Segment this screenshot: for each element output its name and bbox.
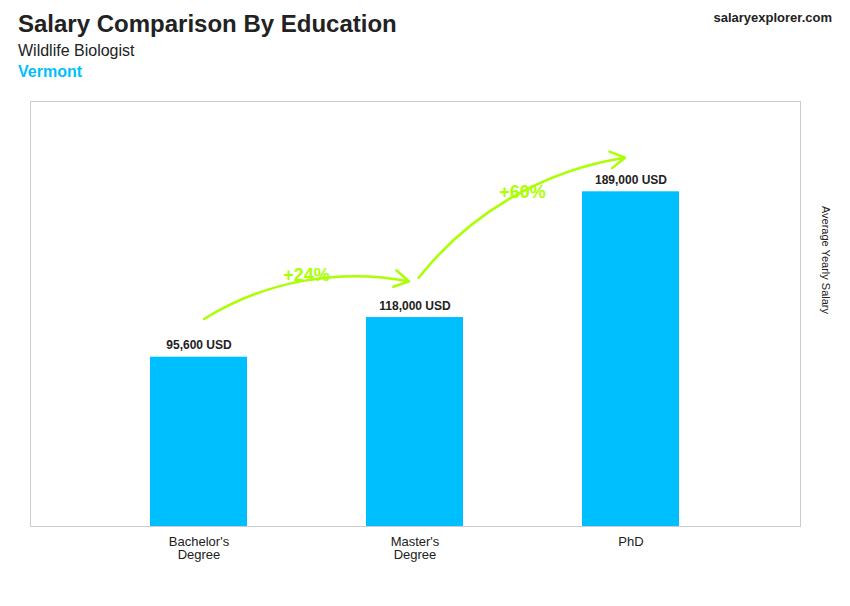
svg-text:+24%: +24% <box>283 265 330 285</box>
svg-text:Master'sDegree: Master'sDegree <box>391 534 440 562</box>
html-text:Vermont: Vermont <box>18 63 82 80</box>
svg-text:118,000 USD: 118,000 USD <box>379 299 451 313</box>
svg-text:Bachelor'sDegree: Bachelor'sDegree <box>169 534 230 562</box>
html-text:salaryexplorer.com: salaryexplorer.com <box>713 10 832 25</box>
svg-text:+60%: +60% <box>499 182 546 202</box>
svg-text:95,600 USD: 95,600 USD <box>166 338 232 352</box>
html-text:Wildlife Biologist: Wildlife Biologist <box>18 42 135 59</box>
svg-text:189,000 USD: 189,000 USD <box>595 173 667 187</box>
html-text:Salary Comparison By Education: Salary Comparison By Education <box>18 10 397 37</box>
svg-text:Average Yearly Salary: Average Yearly Salary <box>820 206 832 315</box>
svg-text:PhD: PhD <box>618 534 643 549</box>
